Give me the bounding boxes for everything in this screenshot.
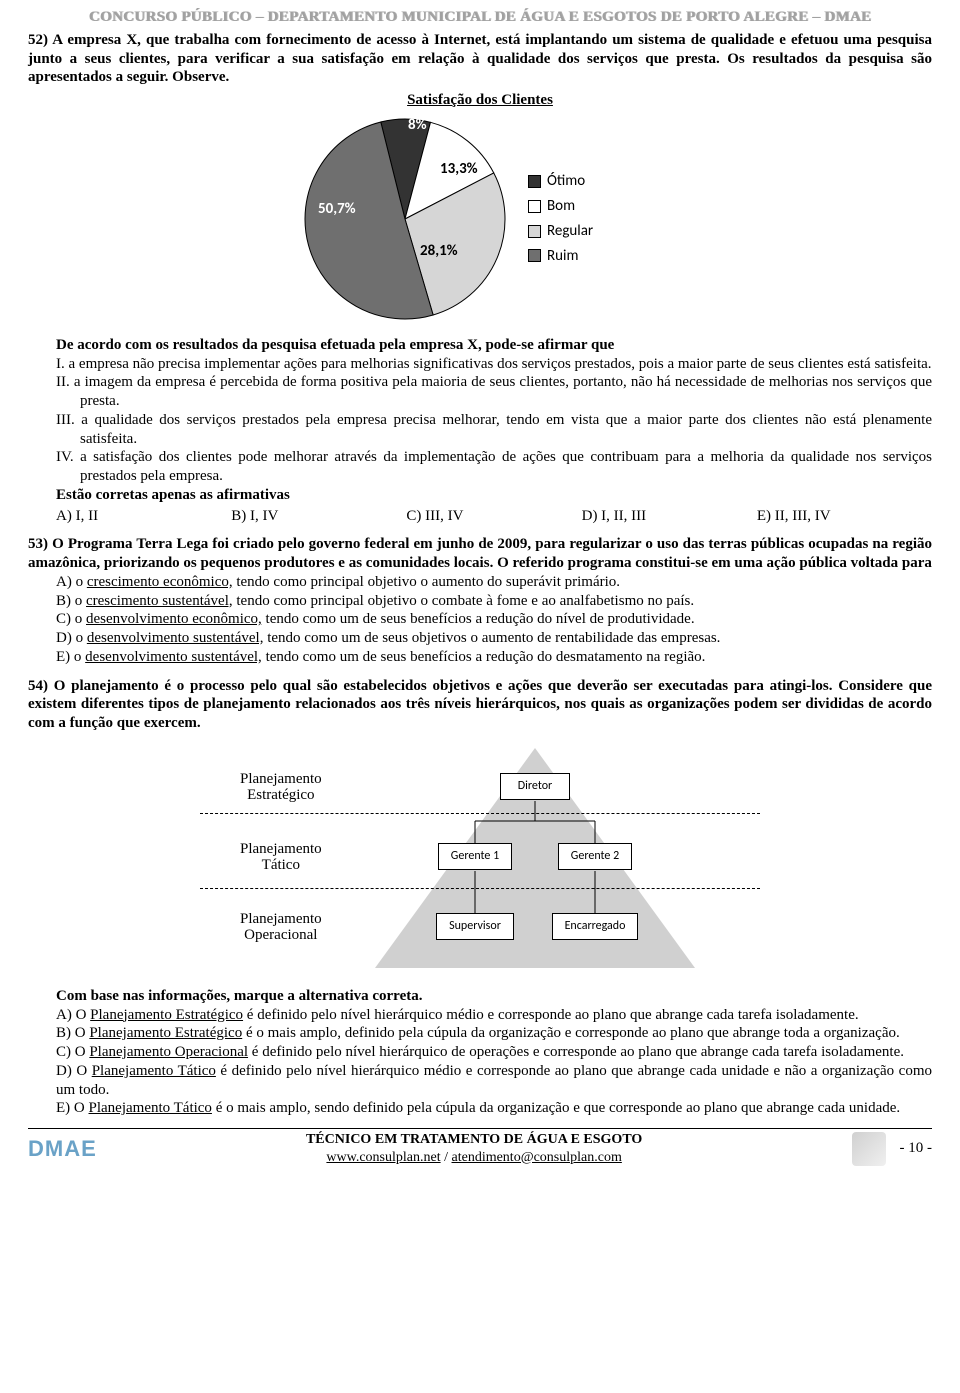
legend-otimo: Ótimo [547,172,585,191]
q52-alt-e: E) II, III, IV [757,507,932,526]
pie-label-ruim: 50,7% [318,200,356,219]
q52-item-2: II. [56,374,74,390]
q53-alt-e: E) o desenvolvimento sustentável, tendo … [28,648,932,667]
swatch-otimo [528,175,541,188]
q52-item-2-text: a imagem da empresa é percebida de forma… [74,374,932,409]
q52-item-3: III. [56,412,81,428]
q52-closing: Estão corretas apenas as afirmativas [56,487,290,503]
q52-lead: De acordo com os resultados da pesquisa … [56,337,614,353]
footer-sep: / [441,1150,452,1165]
pie-label-otimo: 8% [408,116,427,135]
box-supervisor: Supervisor [436,913,514,940]
box-gerente-1: Gerente 1 [438,843,512,870]
pie-svg [300,114,510,324]
q52-alt-a: A) I, II [56,507,231,526]
question-53: 53) O Programa Terra Lega foi criado pel… [28,535,932,666]
q54-alt-a: A) O Planejamento Estratégico é definido… [28,1006,932,1025]
q54-alt-d: D) O Planejamento Tático é definido pelo… [28,1062,932,1100]
dmae-logo: DMAE [28,1135,97,1163]
q52-number: 52) [28,32,48,48]
q54-pyramid-diagram: PlanejamentoEstratégico PlanejamentoTáti… [200,743,760,973]
question-52: 52) A empresa X, que trabalha com fornec… [28,31,932,526]
q53-alt-b: B) o crescimento sustentável, tendo como… [28,592,932,611]
question-54: 54) O planejamento é o processo pelo qua… [28,677,932,1119]
legend-bom: Bom [547,197,575,216]
q52-item-3-text: a qualidade dos serviços prestados pela … [80,412,932,447]
q52-chart-title: Satisfação dos Clientes [28,91,932,110]
q52-item-1-text: a empresa não precisa implementar ações … [69,356,932,372]
q54-alt-e: E) O Planejamento Tático é o mais amplo,… [28,1099,932,1118]
swatch-ruim [528,249,541,262]
q54-alt-b: B) O Planejamento Estratégico é o mais a… [28,1024,932,1043]
label-tatico: PlanejamentoTático [240,841,322,874]
box-encarregado: Encarregado [552,913,638,940]
q54-lead: Com base nas informações, marque a alter… [56,988,422,1004]
q52-alt-b: B) I, IV [231,507,406,526]
consulplan-logo-icon [852,1132,886,1166]
q53-alt-c: C) o desenvolvimento econômico, tendo co… [28,610,932,629]
page-header: CONCURSO PÚBLICO – DEPARTAMENTO MUNICIPA… [28,8,932,27]
pie-label-bom: 13,3% [440,160,478,179]
q54-alt-c: C) O Planejamento Operacional é definido… [28,1043,932,1062]
q52-alt-d: D) I, II, III [582,507,757,526]
pie-legend: Ótimo Bom Regular Ruim [528,166,593,271]
q53-stem: O Programa Terra Lega foi criado pelo go… [28,536,932,571]
page-number: - 10 - [900,1139,933,1158]
q52-item-1: I. [56,356,69,372]
legend-regular: Regular [547,222,593,241]
q52-pie-chart: 8% 13,3% 28,1% 50,7% Ótimo Bom Regular R… [300,114,660,324]
legend-ruim: Ruim [547,247,578,266]
box-gerente-2: Gerente 2 [558,843,632,870]
q52-item-4: IV. [56,449,80,465]
q54-number: 54) [28,678,48,694]
q52-item-4-text: a satisfação dos clientes pode melhorar … [80,449,932,484]
q54-stem: O planejamento é o processo pelo qual sã… [28,678,932,732]
label-operacional: PlanejamentoOperacional [240,911,322,944]
q52-stem: A empresa X, que trabalha com fornecimen… [28,32,932,86]
q53-alt-d: D) o desenvolvimento sustentável, tendo … [28,629,932,648]
swatch-bom [528,200,541,213]
q52-alt-c: C) III, IV [406,507,581,526]
q53-number: 53) [28,536,48,552]
footer-title: TÉCNICO EM TRATAMENTO DE ÁGUA E ESGOTO [306,1132,642,1147]
page-footer: DMAE TÉCNICO EM TRATAMENTO DE ÁGUA E ESG… [28,1128,932,1166]
label-estrategico: PlanejamentoEstratégico [240,771,322,804]
footer-email: atendimento@consulplan.com [452,1150,622,1165]
pie-label-regular: 28,1% [420,242,458,261]
footer-url: www.consulplan.net [326,1150,440,1165]
swatch-regular [528,225,541,238]
box-diretor: Diretor [500,773,570,800]
q53-alt-a: A) o crescimento econômico, tendo como p… [28,573,932,592]
